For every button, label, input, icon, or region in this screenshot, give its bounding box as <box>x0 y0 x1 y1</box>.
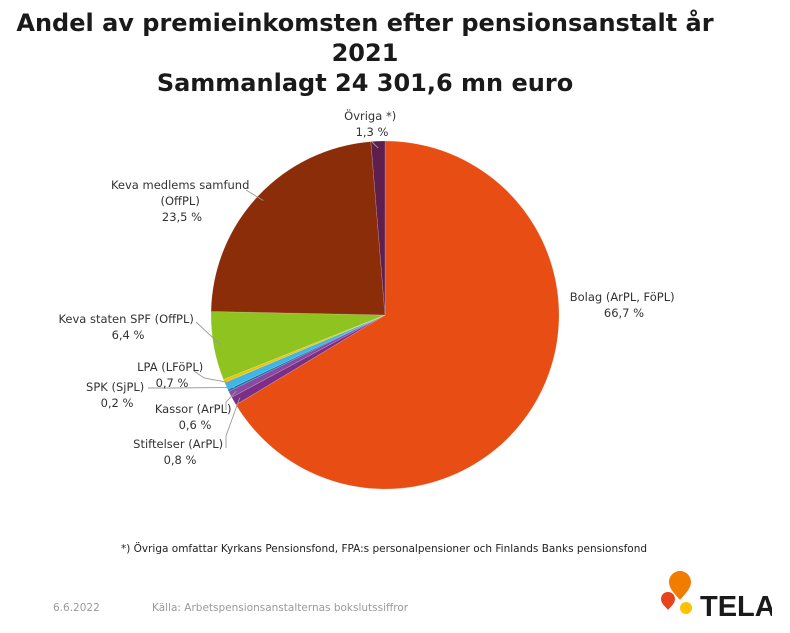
pie-slice-6 <box>210 311 386 380</box>
label-keva-medlems: Keva medlems samfund (OffPL) 23,5 % <box>111 178 253 224</box>
leader-line-7 <box>245 189 264 201</box>
logo-yellow-dot <box>680 602 692 614</box>
pie-slice-0 <box>235 140 560 490</box>
footer-source: Källa: Arbetspensionsanstalternas bokslu… <box>152 602 409 614</box>
leader-line-6 <box>195 321 222 346</box>
leader-lines <box>148 141 379 448</box>
label-spk: SPK (SjPL) 0,2 % <box>86 380 148 410</box>
label-bolag: Bolag (ArPL, FöPL) 66,7 % <box>570 290 679 320</box>
leader-line-1 <box>225 397 241 448</box>
logo-orange-drop <box>669 571 691 600</box>
pie-slice-4 <box>224 314 386 390</box>
title-line: Andel av premieinkomsten efter pensionsa… <box>16 9 714 67</box>
subtitle-line: Sammanlagt 24 301,6 mn euro <box>156 69 574 97</box>
label-keva-staten: Keva staten SPF (OffPL) 6,4 % <box>58 312 197 342</box>
label-kassor: Kassor (ArPL) 0,6 % <box>155 402 235 432</box>
leader-line-3 <box>148 386 235 389</box>
logo-red-drop <box>661 592 675 610</box>
pie-slice-5 <box>223 314 386 383</box>
pie-slices <box>210 140 560 490</box>
leader-line-2 <box>225 390 237 410</box>
pie-slice-8 <box>370 140 386 316</box>
footer-date: 6.6.2022 <box>53 602 100 614</box>
slice-labels: Bolag (ArPL, FöPL) 66,7 % Stiftelser (Ar… <box>58 107 679 467</box>
footnote: *) Övriga omfattar Kyrkans Pensionsfond,… <box>120 543 648 555</box>
logo-text: TELA <box>700 591 772 622</box>
pie-slice-3 <box>227 314 386 392</box>
pie-slice-2 <box>228 314 386 398</box>
chart-title: Andel av premieinkomsten efter pensionsa… <box>0 8 730 98</box>
leader-line-4 <box>193 370 233 384</box>
label-ovriga: Övriga *) 1,3 % <box>344 107 400 139</box>
leader-line-8 <box>371 141 379 149</box>
label-stiftelser: Stiftelser (ArPL) 0,8 % <box>133 437 227 467</box>
pie-slice-1 <box>231 314 386 406</box>
pie-slice-7 <box>210 141 386 316</box>
tela-logo: TELA <box>661 571 772 622</box>
label-lpa: LPA (LFöPL) 0,7 % <box>137 360 207 390</box>
